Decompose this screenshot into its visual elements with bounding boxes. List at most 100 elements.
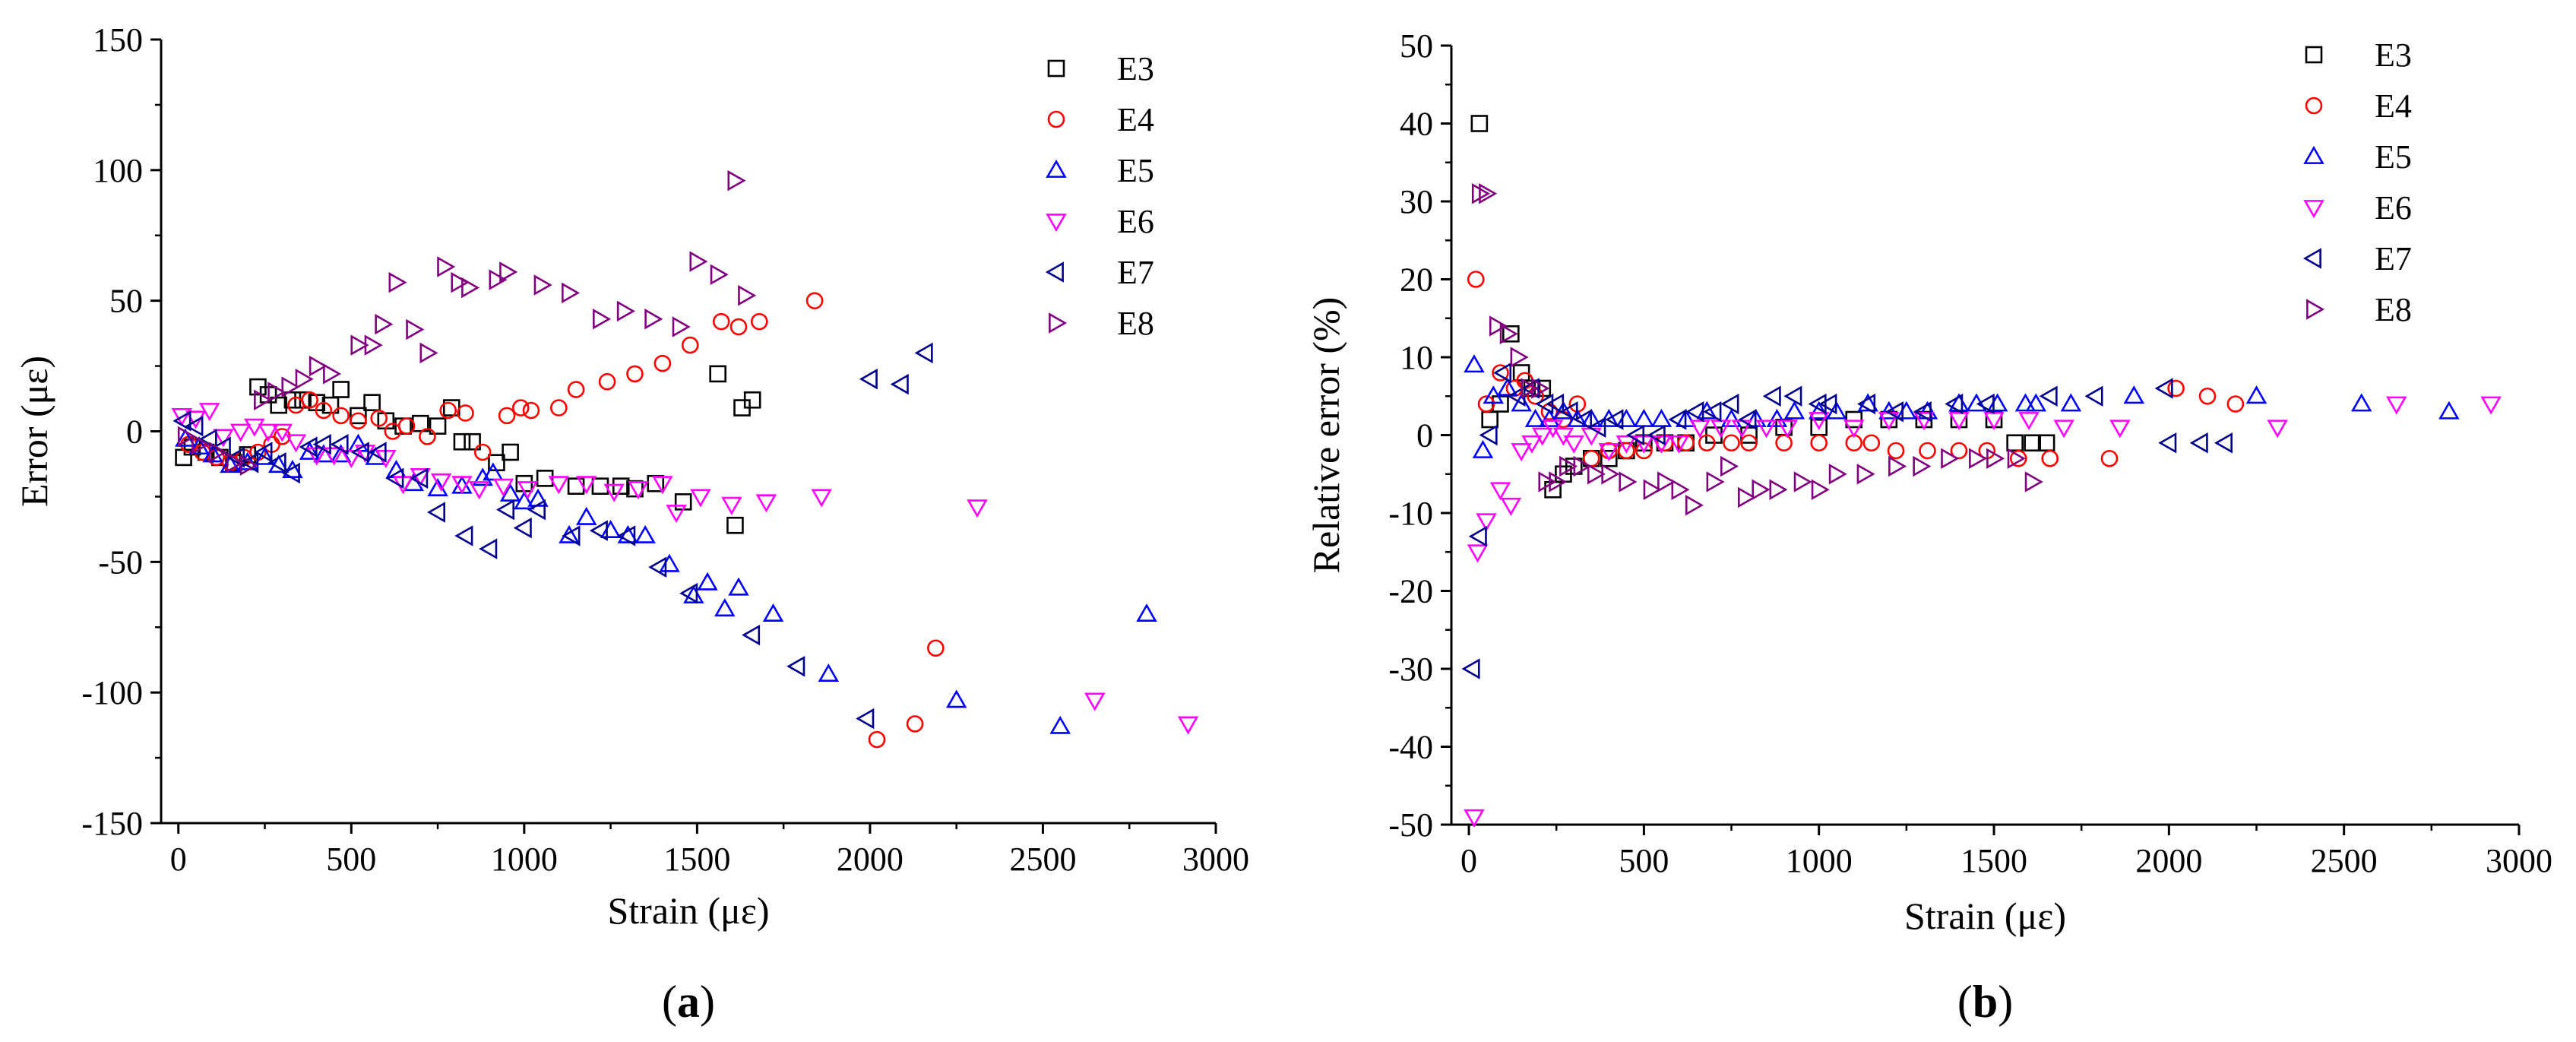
data-point-e8 [1531, 378, 1550, 399]
data-point-e3 [1481, 410, 1498, 429]
data-point-e7 [1546, 393, 1565, 415]
data-point-e7 [1605, 409, 1624, 430]
data-point-e7 [385, 467, 404, 489]
data-point-e8 [309, 355, 328, 377]
data-point-e3 [2037, 434, 2055, 452]
data-point-e4 [712, 312, 730, 331]
data-point-e5 [514, 491, 535, 510]
data-point-e8 [1811, 479, 1830, 500]
data-point-e8 [1559, 455, 1578, 477]
data-point-e7 [172, 410, 191, 432]
data-point-e7 [495, 499, 515, 521]
data-point-e7 [1492, 362, 1512, 384]
data-point-e6 [285, 434, 307, 453]
data-point-e5 [2245, 385, 2267, 404]
data-point-e4 [1950, 442, 1968, 460]
data-point-e4 [301, 391, 318, 409]
series-e6 [1464, 396, 2502, 828]
data-point-e4 [1618, 442, 1635, 460]
data-point-e5 [1783, 401, 1805, 420]
data-point-e7 [859, 369, 878, 390]
data-point-e3 [1470, 115, 1489, 132]
data-point-e4 [1775, 434, 1793, 452]
data-point-e7 [914, 342, 933, 364]
data-point-e8 [499, 261, 518, 283]
data-point-e7 [1762, 385, 1781, 407]
data-point-e5 [659, 553, 680, 572]
data-point-e4 [511, 399, 530, 416]
data-point-e7 [2039, 385, 2058, 407]
x-tick-label: 3000 [2486, 842, 2552, 879]
y-tick-label: -10 [1388, 495, 1433, 532]
series-e4 [1467, 271, 2245, 467]
data-point-e5 [1464, 354, 1485, 373]
data-point-e6 [1913, 412, 1935, 431]
data-point-e3 [726, 516, 744, 534]
data-point-e7 [1685, 401, 1704, 423]
y-tick-label: 40 [1400, 106, 1433, 143]
legend-label-e6: E6 [2375, 189, 2412, 226]
data-point-e8 [1573, 455, 1592, 477]
data-point-e4 [567, 381, 585, 398]
y-tick-label: -40 [1388, 729, 1433, 766]
legend-label-e5: E5 [2375, 138, 2412, 176]
data-point-e6 [1689, 420, 1710, 439]
y-tick-label: -20 [1388, 573, 1433, 610]
y-axis-title: Error (με) [13, 356, 55, 507]
data-point-e8 [1619, 471, 1638, 492]
series-e8 [177, 169, 757, 476]
data-point-e7 [281, 462, 300, 484]
data-point-e8 [1888, 455, 1907, 477]
x-tick-label: 2500 [2311, 842, 2378, 879]
y-tick-label: -50 [98, 543, 143, 581]
panel-label: (b) [1957, 977, 2013, 1027]
data-point-e4 [1810, 434, 1828, 452]
data-point-e4 [498, 407, 516, 425]
data-point-e8 [226, 451, 245, 473]
y-axis-title: Relative error (%) [1305, 297, 1347, 574]
data-point-e5 [1511, 393, 1532, 412]
x-tick-label: 1500 [663, 841, 730, 878]
data-point-e6 [198, 403, 220, 422]
data-point-e6 [229, 423, 252, 442]
data-point-e7 [1668, 409, 1687, 430]
data-point-e5 [202, 444, 224, 463]
data-point-e8 [1685, 495, 1704, 516]
data-point-e8 [208, 442, 227, 463]
data-point-e8 [1769, 479, 1788, 500]
data-point-e5 [762, 603, 784, 622]
legend-marker-e5 [1046, 159, 1067, 178]
data-point-e7 [479, 538, 498, 559]
data-point-e5 [1049, 715, 1071, 734]
data-point-e5 [2350, 393, 2372, 412]
data-point-e6 [1668, 435, 1690, 454]
data-point-e8 [295, 369, 314, 390]
data-point-e4 [1887, 442, 1905, 460]
data-point-e7 [1479, 424, 1498, 446]
data-point-e8 [437, 256, 456, 277]
legend: E3 E4 E5 E6 E7 E8 [2302, 36, 2412, 328]
data-point-e3 [536, 470, 554, 487]
data-point-e8 [1720, 455, 1739, 477]
data-point-e7 [1559, 401, 1578, 423]
data-point-e4 [750, 312, 768, 331]
data-point-e7 [1808, 393, 1827, 415]
data-point-e6 [258, 423, 279, 442]
data-point-e4 [805, 292, 824, 309]
data-point-e8 [616, 300, 635, 322]
data-point-e8 [191, 433, 210, 455]
data-point-e7 [617, 525, 636, 546]
data-point-e5 [2438, 401, 2460, 420]
data-point-e5 [1496, 377, 1518, 396]
x-tick-label: 1000 [1786, 842, 1853, 879]
data-point-e7 [2214, 432, 2233, 454]
data-point-e4 [2167, 379, 2185, 397]
data-point-e8 [1671, 479, 1690, 500]
data-point-e7 [589, 520, 608, 541]
data-point-e4 [273, 428, 291, 445]
data-point-e4 [370, 410, 388, 427]
data-point-e4 [653, 354, 672, 372]
y-tick-label: 10 [1400, 339, 1433, 376]
legend-label-e5: E5 [1117, 152, 1154, 189]
data-point-e6 [548, 476, 570, 495]
